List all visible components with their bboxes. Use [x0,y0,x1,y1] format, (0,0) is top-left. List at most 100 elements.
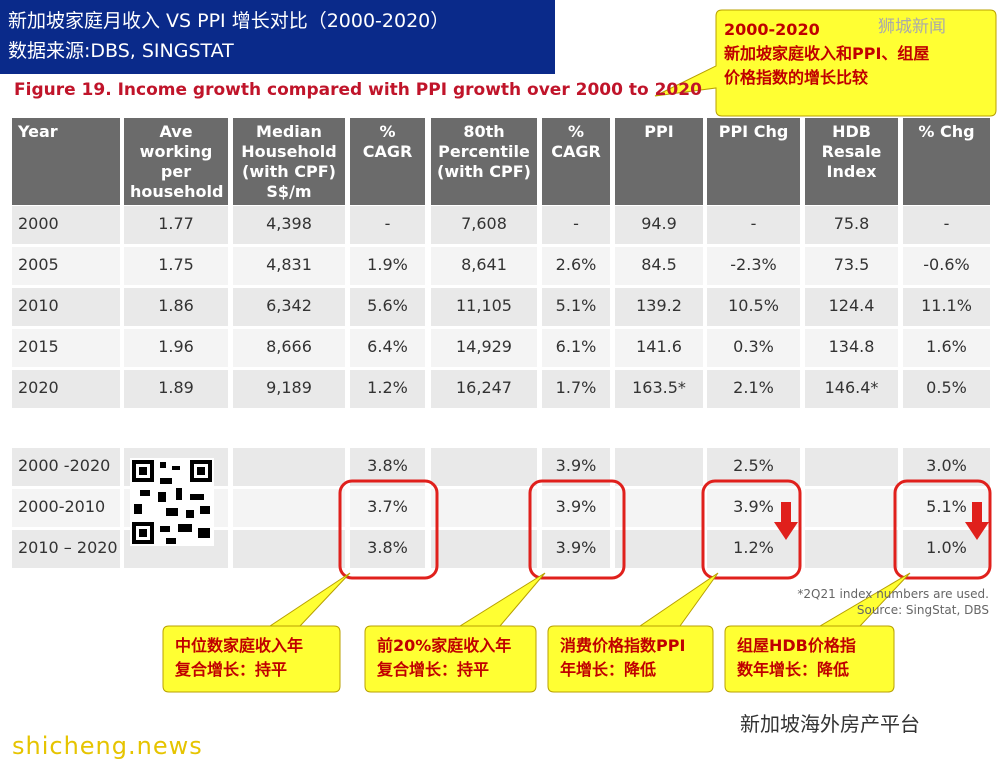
table-cell: 146.4* [805,370,898,408]
qr-code [130,458,214,546]
table-cell: - [903,206,990,244]
table-cell [615,530,703,568]
callout-line: 消费价格指数PPI [560,636,686,655]
table-cell [615,489,703,527]
callout-line: 中位数家庭收入年 [175,636,304,655]
table-cell: 8,641 [431,247,537,285]
table-cell: 2000-2010 [12,489,120,527]
callout-line: 价格指数的增长比较 [724,68,869,87]
table-cell: 0.3% [707,329,800,367]
table-cell: 11.1% [903,288,990,326]
column-header: Median Household (with CPF) S$/m [233,118,345,205]
table-cell: 9,189 [233,370,345,408]
table-cell: 7,608 [431,206,537,244]
figure-title: Figure 19. Income growth compared with P… [14,80,702,100]
table-cell [233,530,345,568]
table-cell: 14,929 [431,329,537,367]
footnote: Source: SingStat, DBS [856,603,989,617]
table-cell [805,489,898,527]
callout-line: 组屋HDB价格指 [737,636,856,655]
table-cell: 2.6% [542,247,610,285]
table-cell: 3.9% [542,489,610,527]
table-cell: - [542,206,610,244]
table-cell: 134.8 [805,329,898,367]
table-cell: 10.5% [707,288,800,326]
callout-line: 2000-2020 [724,20,820,39]
watermark-top: 狮城新闻 [878,17,946,37]
table-cell: 16,247 [431,370,537,408]
table-cell: 1.75 [124,247,228,285]
callout-bg [547,572,719,693]
table-cell: 2005 [12,247,120,285]
column-header: Ave working per household [124,118,228,205]
highlight-box [338,479,439,580]
callout-line: 复合增长：持平 [175,660,288,679]
callout-line: 年增长：降低 [560,660,657,679]
table-cell: 8,666 [233,329,345,367]
table-cell: 3.9% [542,530,610,568]
table-cell [805,448,898,486]
table-cell: 1.0% [903,530,990,568]
table-cell: 2.1% [707,370,800,408]
table-cell: 5.1% [542,288,610,326]
table-cell [233,448,345,486]
table-cell [805,530,898,568]
callout-bg [724,572,911,693]
table-cell: 6.4% [350,329,425,367]
table-cell: 2000 -2020 [12,448,120,486]
table-cell: 1.96 [124,329,228,367]
highlight-box [893,479,992,580]
column-header: PPI [615,118,703,205]
table-cell: 1.86 [124,288,228,326]
table-cell: - [707,206,800,244]
watermark-bottom-right: 新加坡海外房产平台 [740,712,920,736]
column-header: % CAGR [542,118,610,205]
table-cell [431,448,537,486]
header-bg [0,0,555,74]
callout: 消费价格指数PPI 年增长：降低 [560,634,705,682]
table-cell: 3.7% [350,489,425,527]
column-header: 80th Percentile (with CPF) [431,118,537,205]
table-cell: 4,831 [233,247,345,285]
callout-line: 前20%家庭收入年 [377,636,512,655]
table-cell [431,530,537,568]
table-cell: 2010 [12,288,120,326]
table-cell: 139.2 [615,288,703,326]
column-header: HDB Resale Index [805,118,898,205]
callout: 组屋HDB价格指 数年增长：降低 [737,634,886,682]
table-cell: 1.9% [350,247,425,285]
callout-bg [162,572,351,693]
table-cell: 6.1% [542,329,610,367]
table-cell [233,489,345,527]
table-cell: 2020 [12,370,120,408]
table-cell: 2010 – 2020 [12,530,120,568]
table-cell: 0.5% [903,370,990,408]
table-cell: 84.5 [615,247,703,285]
table-cell: 141.6 [615,329,703,367]
callout-top: 2000-2020 新加坡家庭收入和PPI、组屋 价格指数的增长比较 [724,18,929,90]
table-cell: 3.8% [350,530,425,568]
column-header: % Chg [903,118,990,205]
table-cell: 5.6% [350,288,425,326]
table-cell: -2.3% [707,247,800,285]
table-cell: 6,342 [233,288,345,326]
table-cell: 1.77 [124,206,228,244]
callout: 中位数家庭收入年 复合增长：持平 [175,634,332,682]
callout-top-bg [654,9,997,117]
table-cell: 124.4 [805,288,898,326]
footnotes: *2Q21 index numbers are used. Source: Sin… [797,586,989,618]
table-cell: 163.5* [615,370,703,408]
header-source: 数据来源:DBS, SINGSTAT [8,40,234,62]
callout-line: 复合增长：持平 [377,660,490,679]
column-header: % CAGR [350,118,425,205]
table-cell: 2015 [12,329,120,367]
header-title: 新加坡家庭月收入 VS PPI 增长对比（2000-2020） [8,10,450,32]
callout-line: 新加坡家庭收入和PPI、组屋 [724,44,930,63]
highlight-box [528,479,626,580]
header: 新加坡家庭月收入 VS PPI 增长对比（2000-2020） 数据来源:DBS… [8,6,449,66]
table-cell: 1.2% [350,370,425,408]
table-cell [431,489,537,527]
